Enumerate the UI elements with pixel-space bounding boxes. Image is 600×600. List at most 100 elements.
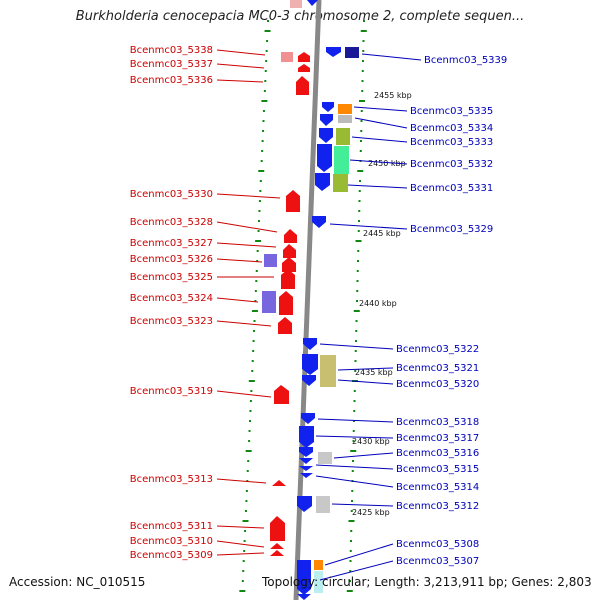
tick-mark <box>359 180 361 182</box>
gene-arrow <box>296 76 309 95</box>
leader-line <box>354 117 408 129</box>
tick-mark <box>361 70 364 72</box>
forward-genes[interactable] <box>262 0 310 556</box>
tick-mark <box>256 250 259 252</box>
tick-mark <box>248 440 251 442</box>
leader-line <box>361 53 422 61</box>
gene-label-left[interactable]: Bcenmc03_5313 <box>130 474 213 485</box>
gene-label-right[interactable]: Bcenmc03_5318 <box>396 417 479 428</box>
leader-line <box>216 525 265 529</box>
tick-mark <box>245 500 248 502</box>
tick-mark <box>357 170 364 172</box>
tick-mark <box>350 530 353 532</box>
tick-mark <box>250 390 253 392</box>
tick-mark <box>359 150 362 152</box>
gene-label-right[interactable]: Bcenmc03_5321 <box>396 363 479 374</box>
tick-mark <box>259 190 262 192</box>
gene-label-right[interactable]: Bcenmc03_5334 <box>410 123 493 134</box>
tick-mark <box>241 580 244 582</box>
gene-label-left[interactable]: Bcenmc03_5326 <box>130 254 213 265</box>
tick-mark <box>245 490 248 492</box>
right-leader-lines <box>315 53 422 581</box>
gene-block <box>345 47 359 58</box>
gene-arrow <box>299 458 313 464</box>
gene-arrow <box>303 338 317 350</box>
gene-label-left[interactable]: Bcenmc03_5328 <box>130 217 213 228</box>
gene-label-left[interactable]: Bcenmc03_5327 <box>130 238 213 249</box>
gene-label-right[interactable]: Bcenmc03_5315 <box>396 464 479 475</box>
tick-mark <box>358 190 361 192</box>
gene-arrow <box>286 190 300 212</box>
tick-mark <box>266 40 269 42</box>
tick-mark <box>349 570 352 572</box>
tick-mark <box>239 590 246 592</box>
gene-label-left[interactable]: Bcenmc03_5309 <box>130 550 213 561</box>
gene-arrow <box>300 473 313 478</box>
tick-mark <box>360 140 362 142</box>
leader-line <box>329 223 408 230</box>
map-title: Burkholderia cenocepacia MC0-3 chromosom… <box>75 9 525 24</box>
gene-label-left[interactable]: Bcenmc03_5330 <box>130 189 213 200</box>
tick-mark <box>262 120 265 122</box>
tick-mark <box>248 430 251 432</box>
gene-label-right[interactable]: Bcenmc03_5333 <box>410 137 493 148</box>
gene-arrow <box>315 173 330 191</box>
gene-block <box>262 291 276 313</box>
gene-arrow <box>317 144 332 172</box>
gene-block <box>314 571 323 593</box>
gene-label-left[interactable]: Bcenmc03_5338 <box>130 45 213 56</box>
gene-label-right[interactable]: Bcenmc03_5317 <box>396 433 479 444</box>
gene-label-right[interactable]: Bcenmc03_5329 <box>410 224 493 235</box>
tick-mark <box>260 160 263 162</box>
gene-arrow <box>302 375 316 386</box>
scale-label: 2440 kbp <box>359 299 397 308</box>
tick-mark <box>362 40 365 42</box>
leader-line <box>216 258 263 263</box>
gene-label-right[interactable]: Bcenmc03_5322 <box>396 344 479 355</box>
tick-mark <box>248 380 255 382</box>
gene-label-left[interactable]: Bcenmc03_5336 <box>130 75 213 86</box>
gene-label-left[interactable]: Bcenmc03_5311 <box>130 521 213 532</box>
tick-mark <box>360 120 363 122</box>
gene-arrow <box>279 291 293 315</box>
gene-label-left[interactable]: Bcenmc03_5310 <box>130 536 213 547</box>
gene-label-right[interactable]: Bcenmc03_5335 <box>410 106 493 117</box>
gene-block <box>338 104 352 114</box>
tick-mark <box>264 70 267 72</box>
tick-mark <box>362 50 365 52</box>
gene-label-right[interactable]: Bcenmc03_5339 <box>424 55 507 66</box>
gene-label-right[interactable]: Bcenmc03_5312 <box>396 501 479 512</box>
gene-label-right[interactable]: Bcenmc03_5308 <box>396 539 479 550</box>
gene-label-left[interactable]: Bcenmc03_5325 <box>130 272 213 283</box>
tick-mark <box>258 210 261 212</box>
tick-mark <box>263 90 266 92</box>
gene-label-right[interactable]: Bcenmc03_5331 <box>410 183 493 194</box>
reverse-genes[interactable] <box>297 0 359 600</box>
gene-block <box>316 496 330 513</box>
tick-mark <box>351 500 353 502</box>
leader-line <box>333 452 394 459</box>
tick-mark <box>264 30 271 32</box>
gene-arrow <box>307 0 318 6</box>
leader-line <box>216 63 265 69</box>
tick-mark <box>354 370 357 372</box>
gene-arrow <box>299 466 313 471</box>
gene-label-right[interactable]: Bcenmc03_5332 <box>410 159 493 170</box>
tick-mark <box>246 470 249 472</box>
tick-mark <box>256 260 259 262</box>
gene-label-left[interactable]: Bcenmc03_5337 <box>130 59 213 70</box>
gene-label-left[interactable]: Bcenmc03_5324 <box>130 293 213 304</box>
gene-label-right[interactable]: Bcenmc03_5320 <box>396 379 479 390</box>
gene-label-right[interactable]: Bcenmc03_5316 <box>396 448 479 459</box>
tick-mark <box>350 450 357 452</box>
tick-mark <box>360 30 367 32</box>
gene-arrow <box>283 244 296 258</box>
gene-label-right[interactable]: Bcenmc03_5307 <box>396 556 479 567</box>
tick-mark <box>349 580 351 582</box>
gene-label-right[interactable]: Bcenmc03_5314 <box>396 482 479 493</box>
leader-line <box>216 390 272 398</box>
tick-mark <box>253 320 256 322</box>
gene-label-left[interactable]: Bcenmc03_5319 <box>130 386 213 397</box>
gene-label-left[interactable]: Bcenmc03_5323 <box>130 316 213 327</box>
